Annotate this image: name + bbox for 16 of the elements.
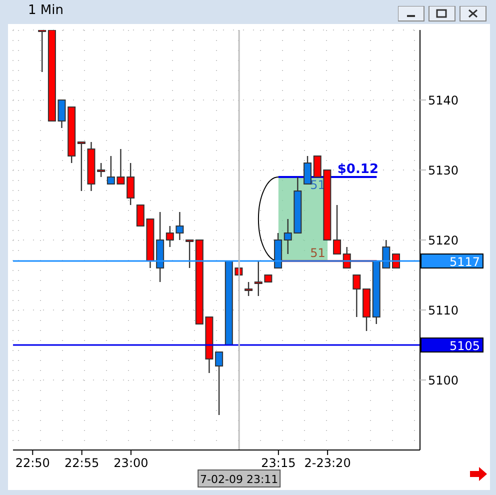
y-tick-label: 5120 (428, 233, 459, 248)
x-tick-label: 23:15 (261, 456, 296, 470)
chart-title: 1 Min (28, 3, 64, 18)
ref-line-label: 7-02-09 23:11 (200, 473, 278, 486)
annotation: $0.12 (337, 162, 379, 177)
x-tick-label: 22:50 (15, 456, 50, 470)
y-tick-label: 5130 (428, 163, 459, 178)
ref-line-label: 5117 (449, 255, 480, 269)
y-tick-label: 5110 (428, 303, 459, 318)
x-tick-label: 23:00 (114, 456, 148, 470)
x-tick-label: 2-23:20 (304, 456, 351, 470)
ref-line-label: 5105 (449, 339, 480, 353)
annotation: 51 (310, 246, 326, 260)
y-tick-label: 5100 (428, 373, 459, 388)
y-tick-label: 5140 (428, 93, 459, 108)
x-tick-label: 22:55 (64, 456, 100, 470)
